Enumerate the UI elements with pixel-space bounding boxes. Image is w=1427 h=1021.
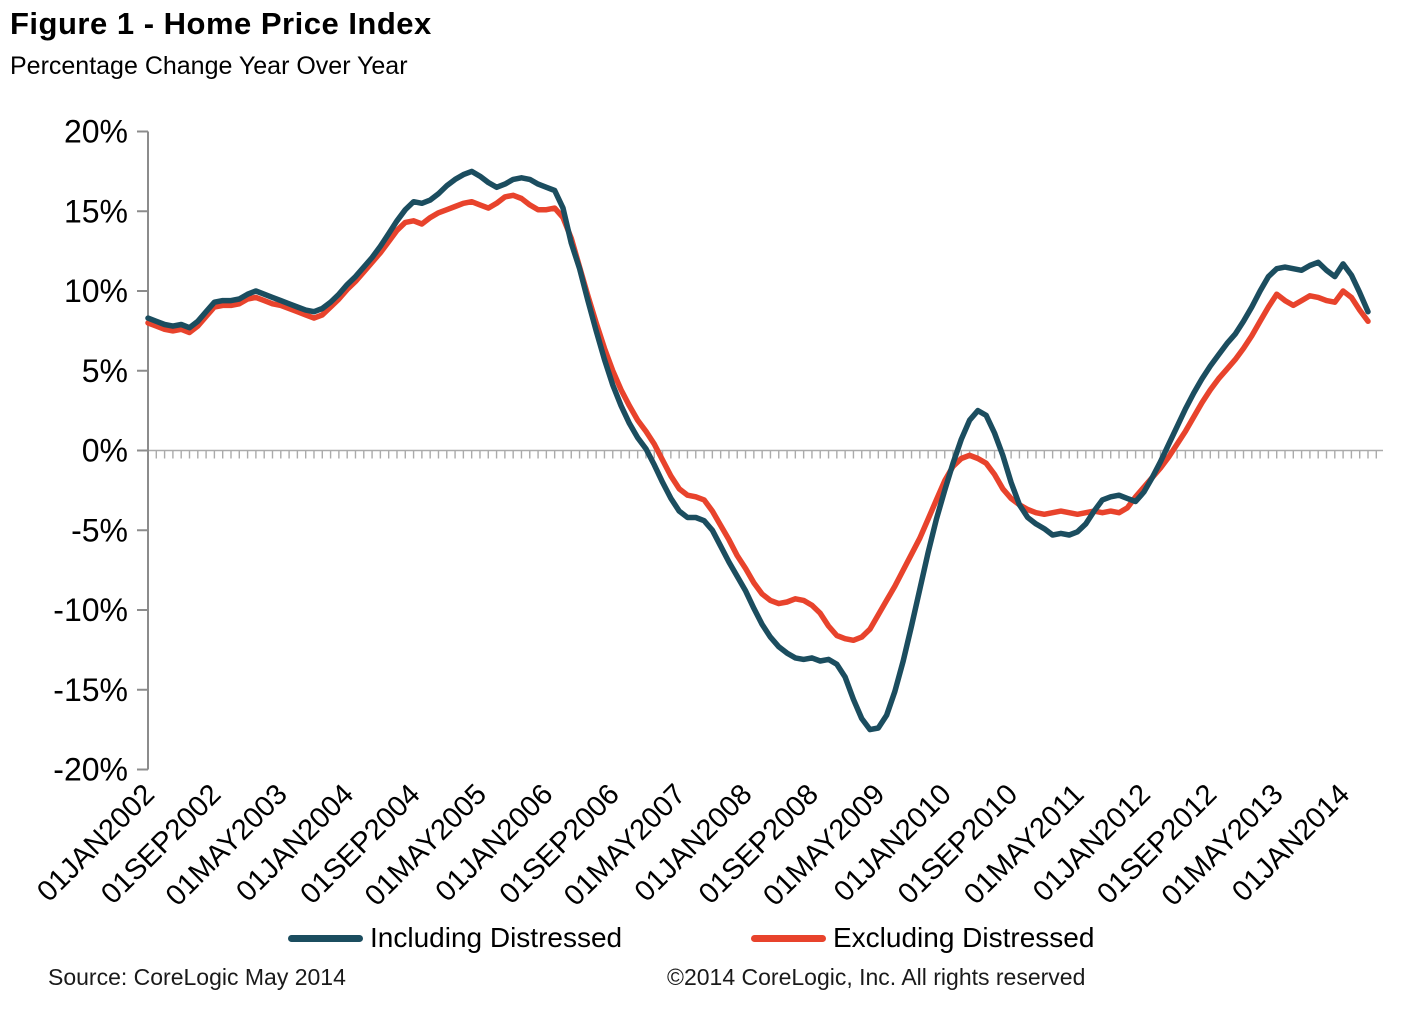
chart-title: Figure 1 - Home Price Index (10, 6, 432, 41)
y-axis-label: -10% (53, 592, 128, 628)
legend: Including Distressed Excluding Distresse… (0, 920, 1427, 956)
including-distressed-line (145, 168, 1371, 733)
legend-label-excluding-distressed: Excluding Distressed (833, 922, 1095, 953)
y-axis-label: -15% (53, 672, 128, 708)
y-axis-label: 10% (64, 273, 128, 309)
chart-subtitle: Percentage Change Year Over Year (10, 52, 408, 80)
y-axis-label: -5% (71, 512, 128, 548)
y-axis-label: 15% (64, 193, 128, 229)
legend-item-excluding-distressed: Excluding Distressed (751, 920, 1094, 956)
y-axis-label: 0% (82, 433, 128, 469)
including-distressed-line-swatch-icon (288, 934, 363, 942)
excluding-distressed-line-swatch-icon (751, 934, 826, 942)
source-note: Source: CoreLogic May 2014 (48, 964, 346, 990)
y-axis-label: 20% (64, 114, 128, 150)
legend-label-including-distressed: Including Distressed (370, 922, 623, 953)
excluding-distressed-line (145, 192, 1371, 644)
copyright-note: ©2014 CoreLogic, Inc. All rights reserve… (667, 964, 1086, 990)
legend-item-including-distressed: Including Distressed (288, 920, 622, 956)
y-axis-label: -20% (53, 752, 128, 788)
y-axis-label: 5% (82, 353, 128, 389)
